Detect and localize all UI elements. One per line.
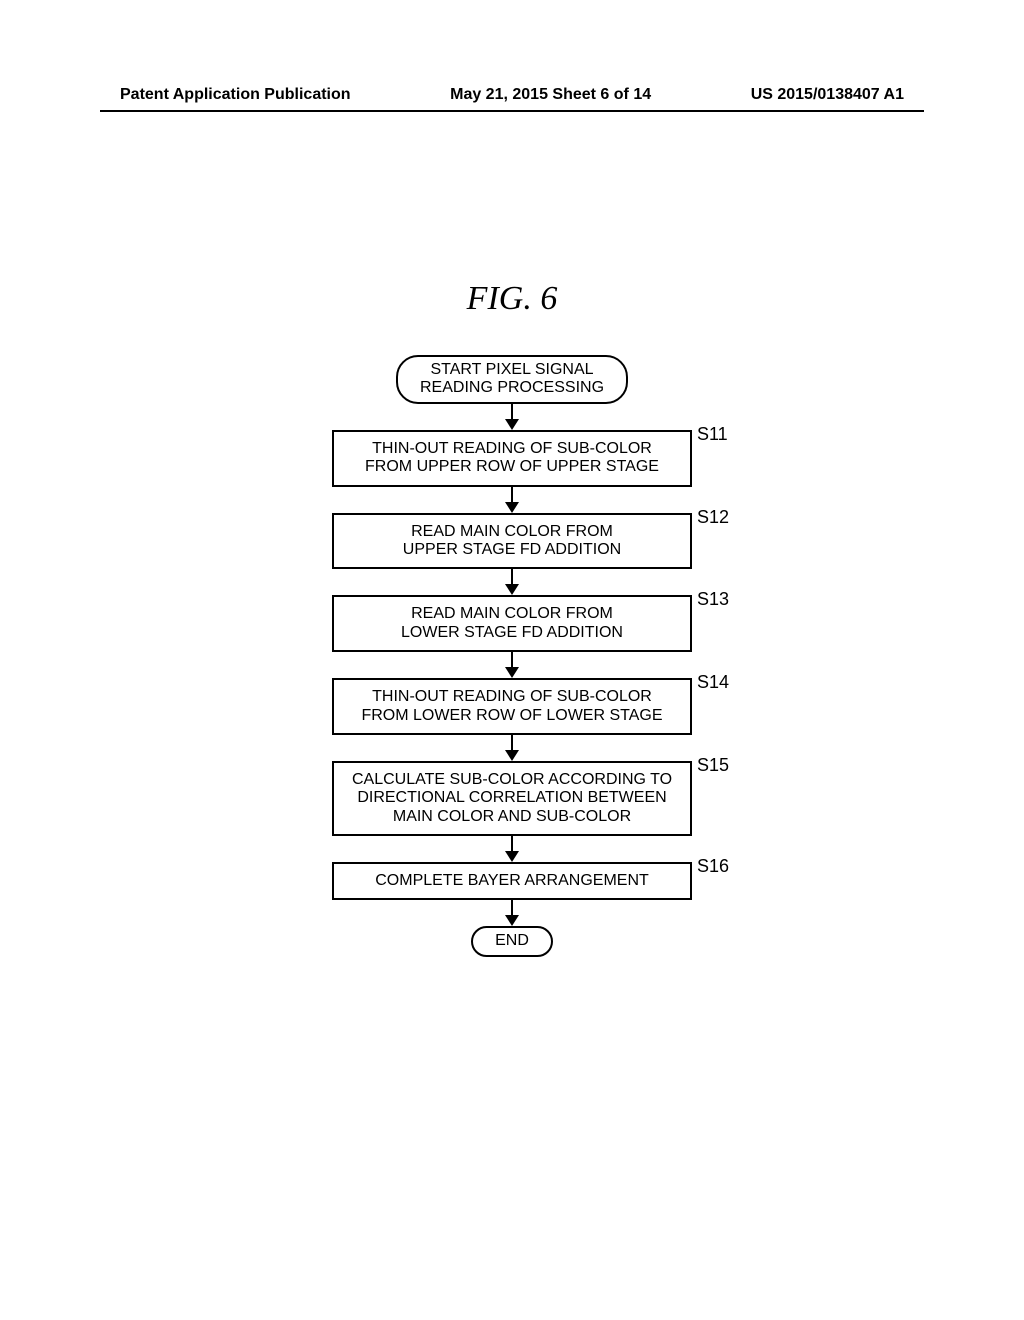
process-box: READ MAIN COLOR FROMUPPER STAGE FD ADDIT… (332, 513, 692, 570)
arrow (505, 900, 519, 926)
arrow (505, 652, 519, 678)
step-s14: THIN-OUT READING OF SUB-COLORFROM LOWER … (302, 678, 722, 735)
arrow (505, 836, 519, 862)
arrow (505, 735, 519, 761)
arrow (505, 404, 519, 430)
figure-title: FIG. 6 (0, 280, 1024, 318)
arrow (505, 569, 519, 595)
process-box: THIN-OUT READING OF SUB-COLORFROM UPPER … (332, 430, 692, 487)
step-label: S12 (697, 507, 729, 528)
step-label: S15 (697, 755, 729, 776)
header-right: US 2015/0138407 A1 (751, 86, 904, 104)
process-box: COMPLETE BAYER ARRANGEMENT (332, 862, 692, 900)
step-s13: READ MAIN COLOR FROMLOWER STAGE FD ADDIT… (302, 595, 722, 652)
step-label: S13 (697, 589, 729, 610)
terminator-start: START PIXEL SIGNALREADING PROCESSING (396, 355, 628, 404)
process-box: THIN-OUT READING OF SUB-COLORFROM LOWER … (332, 678, 692, 735)
process-box: READ MAIN COLOR FROMLOWER STAGE FD ADDIT… (332, 595, 692, 652)
step-s15: CALCULATE SUB-COLOR ACCORDING TODIRECTIO… (302, 761, 722, 836)
header-row: Patent Application Publication May 21, 2… (120, 86, 904, 104)
step-label: S11 (697, 424, 728, 445)
process-box: CALCULATE SUB-COLOR ACCORDING TODIRECTIO… (332, 761, 692, 836)
arrow (505, 487, 519, 513)
terminator-end: END (471, 926, 553, 956)
step-s12: READ MAIN COLOR FROMUPPER STAGE FD ADDIT… (302, 513, 722, 570)
header-rule (100, 110, 924, 112)
step-s16: COMPLETE BAYER ARRANGEMENT S16 (302, 862, 722, 900)
header-center: May 21, 2015 Sheet 6 of 14 (450, 86, 651, 104)
header-left: Patent Application Publication (120, 86, 351, 104)
page-header: Patent Application Publication May 21, 2… (0, 86, 1024, 104)
flowchart: START PIXEL SIGNALREADING PROCESSING THI… (302, 355, 722, 957)
step-label: S16 (697, 856, 729, 877)
step-label: S14 (697, 672, 729, 693)
step-s11: THIN-OUT READING OF SUB-COLORFROM UPPER … (302, 430, 722, 487)
